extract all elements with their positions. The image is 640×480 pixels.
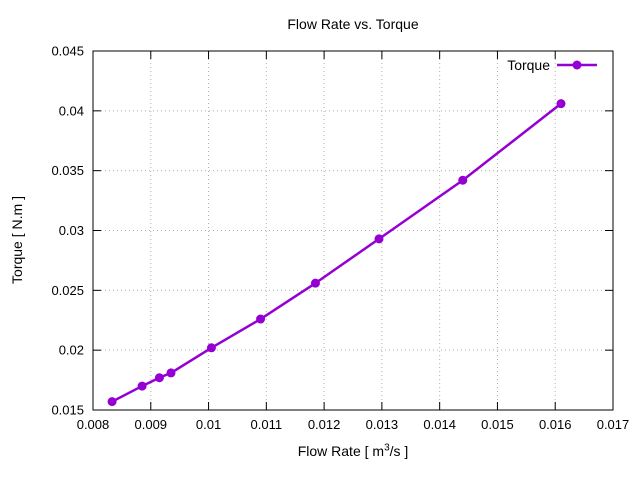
data-point [310,278,320,288]
y-tick-label: 0.04 [59,103,84,118]
y-tick-label: 0.045 [51,44,84,59]
y-tick-label: 0.015 [51,403,84,418]
data-point [137,381,147,391]
chart-title: Flow Rate vs. Torque [287,16,419,32]
data-point [206,343,216,353]
legend-point-sample [572,60,582,70]
x-axis-label-superscript: 3 [384,442,390,454]
y-tick-label: 0.02 [59,343,84,358]
legend-marker-sample [557,60,597,70]
data-point [256,314,266,324]
data-point [107,397,117,407]
x-tick-label: 0.011 [251,417,283,432]
x-axis-label: Flow Rate [ m3/s ] [93,443,613,459]
x-tick-label: 0.013 [366,417,399,432]
x-tick-label: 0.008 [77,417,110,432]
x-tick-label: 0.015 [481,417,514,432]
plot-border [92,50,614,411]
data-point [556,99,566,109]
data-line-torque [110,102,563,403]
legend: Torque [507,55,597,75]
x-tick-label: 0.014 [423,417,456,432]
x-axis-label-pre: Flow Rate [ m [297,443,385,459]
data-point [166,368,176,378]
x-tick-label: 0.012 [308,417,341,432]
y-axis-label: Torque [ N.m ] [9,196,25,284]
y-tick-label: 0.03 [59,223,84,238]
x-axis-label-post: /s ] [389,443,409,459]
y-tick-label: 0.035 [51,163,84,178]
data-point [458,175,468,185]
x-tick-label: 0.009 [135,417,168,432]
data-point [374,234,384,244]
y-tick-label: 0.025 [51,283,84,298]
x-tick-label: 0.016 [539,417,572,432]
x-tick-label: 0.017 [597,417,630,432]
legend-label: Torque [507,57,550,73]
data-point [154,373,164,383]
x-tick-label: 0.01 [196,417,221,432]
